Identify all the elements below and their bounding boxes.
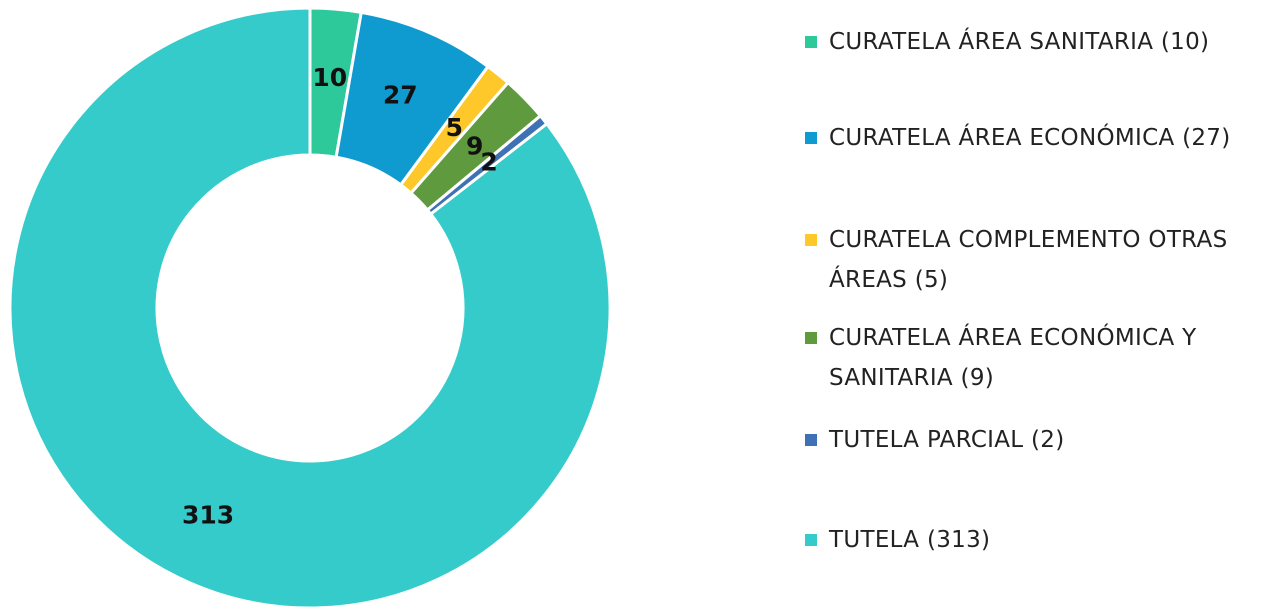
legend-label: CURATELA COMPLEMENTO OTRAS ÁREAS (5) — [829, 227, 1228, 293]
legend: CURATELA ÁREA SANITARIA (10) CURATELA ÁRE… — [805, 0, 1275, 609]
data-label: 313 — [182, 500, 234, 529]
legend-label: TUTELA PARCIAL (2) — [829, 427, 1065, 453]
legend-swatch — [805, 132, 817, 144]
donut-slice — [8, 6, 612, 609]
data-label: 10 — [312, 63, 347, 92]
legend-swatch — [805, 534, 817, 546]
legend-item: TUTELA (313) — [805, 520, 1265, 560]
data-label: 27 — [383, 80, 418, 109]
legend-swatch — [805, 234, 817, 246]
legend-item: CURATELA ÁREA ECONÓMICA Y SANITARIA (9) — [805, 318, 1265, 398]
legend-swatch — [805, 36, 817, 48]
legend-item: CURATELA COMPLEMENTO OTRAS ÁREAS (5) — [805, 220, 1265, 300]
data-label: 9 — [466, 131, 483, 160]
legend-item: TUTELA PARCIAL (2) — [805, 420, 1265, 460]
legend-swatch — [805, 434, 817, 446]
data-label: 5 — [446, 113, 463, 142]
legend-item: CURATELA ÁREA SANITARIA (10) — [805, 22, 1265, 62]
data-label: 2 — [480, 148, 497, 177]
legend-swatch — [805, 332, 817, 344]
legend-label: TUTELA (313) — [829, 527, 991, 553]
legend-label: CURATELA ÁREA SANITARIA (10) — [829, 29, 1210, 55]
legend-item: CURATELA ÁREA ECONÓMICA (27) — [805, 118, 1265, 158]
legend-label: CURATELA ÁREA ECONÓMICA Y SANITARIA (9) — [829, 325, 1197, 391]
legend-label: CURATELA ÁREA ECONÓMICA (27) — [829, 125, 1231, 151]
